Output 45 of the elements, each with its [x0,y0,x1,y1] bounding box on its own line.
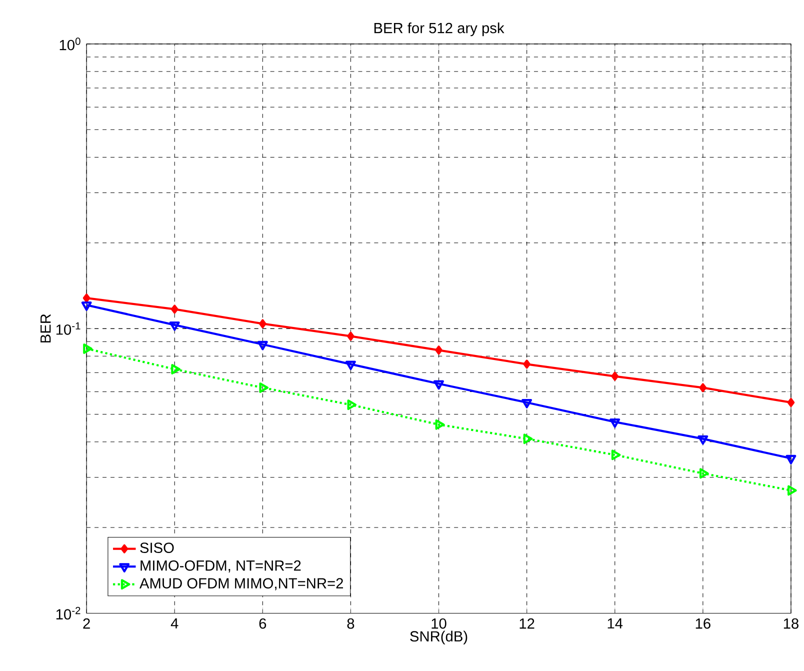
point [435,346,442,355]
x-tick-label: 2 [83,618,90,629]
point [171,364,180,374]
point [82,293,90,303]
point [699,468,709,479]
point [345,360,356,370]
point [523,434,533,444]
legend-label: AMUD OFDM MIMO,NT=NR=2 [139,578,343,590]
chart-title: BER for 512 ary psk [374,22,504,36]
x-tick-label: 12 [520,618,534,629]
x-axis-title: SNR(dB) [410,630,468,644]
point [699,383,707,392]
point [435,419,445,430]
legend-label: MIMO-OFDM, NT=NR=2 [140,560,301,572]
point [787,398,795,407]
y-tick-label: 10$^{0}$ [60,38,80,50]
x-tick-label: 16 [696,618,710,629]
point [169,321,180,331]
point [610,418,620,428]
point [786,454,796,464]
y-axis-title: BER [40,314,51,342]
point [611,372,619,381]
point [788,485,797,496]
point [81,301,92,311]
point [522,398,532,408]
point [523,360,530,369]
point [347,399,357,410]
point [83,343,92,354]
point [170,304,178,314]
point [259,382,269,393]
x-tick-label: 10 [432,618,446,629]
x-tick-label: 14 [608,618,623,628]
x-tick-label: 18 [784,618,798,629]
legend-label: SISO [140,542,174,553]
y-tick-label: 10$^{-1}$ [56,322,80,335]
x-tick-label: 8 [347,618,354,629]
x-tick-label: 4 [170,618,178,628]
point [698,435,708,445]
point [258,319,266,328]
point [611,450,621,460]
point [257,340,268,350]
y-tick-label: 10$^{-2}$ [56,606,80,620]
point [347,332,354,341]
x-tick-label: 6 [259,618,266,629]
point [434,380,444,390]
